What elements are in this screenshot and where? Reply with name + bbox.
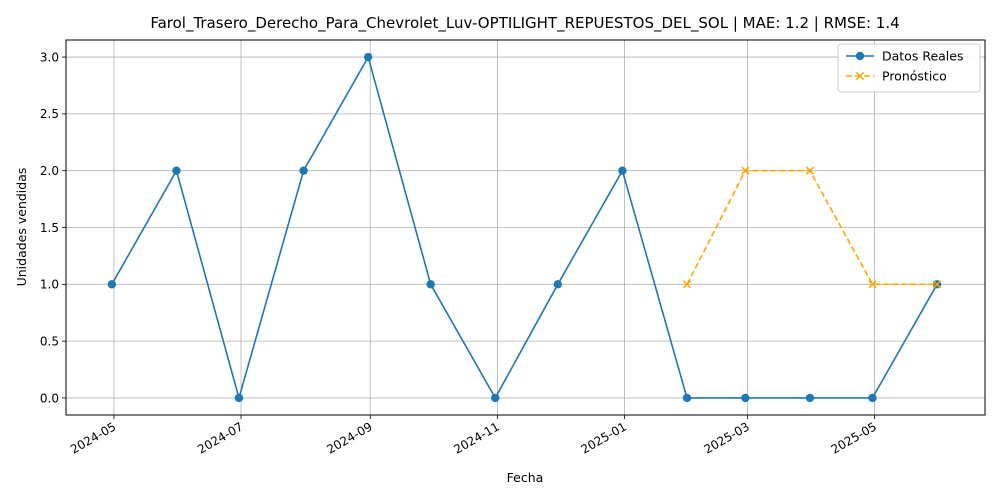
data-point [363,52,373,62]
y-tick-label: 2.5 [40,107,59,121]
y-tick-label: 1.5 [40,221,59,235]
x-tick-label: 2025-03 [702,419,752,456]
x-axis-label: Fecha [507,470,544,485]
data-point [868,393,877,403]
series-layer [107,52,942,403]
data-point [426,280,435,289]
forecast-point [868,280,877,289]
data-point [491,393,500,403]
x-axis-ticks: 2024-05 2024-07 2024-09 2024-11 2025-01 2025-… [68,415,879,457]
y-axis-ticks: 0.0 0.5 1.0 1.5 2.0 2.5 3.0 [40,50,66,405]
data-point [107,280,117,289]
y-tick-label: 1.0 [40,278,59,292]
x-tick-label: 2025-05 [829,419,879,456]
series-line-datos-reales [111,54,938,401]
forecast-point [932,280,942,289]
y-tick-label: 2.0 [40,164,59,178]
legend-x-marker [855,71,865,81]
x-tick-label: 2024-11 [451,419,501,456]
x-tick-label: 2024-07 [195,419,245,456]
legend-marker-real [855,51,865,61]
forecast-point [682,280,692,289]
forecast-point [741,166,750,175]
legend: Datos Reales Pronóstico [837,43,981,93]
legend-label-real: Datos Reales [882,49,963,64]
legend-entry-forecast: Pronóstico [846,69,947,84]
chart-title: Farol_Trasero_Derecho_Para_Chevrolet_Luv… [150,14,899,33]
legend-marker-forecast [855,71,865,81]
legend-label-forecast: Pronóstico [882,69,947,84]
y-tick-label: 0.0 [40,391,59,405]
y-tick-label: 0.5 [40,334,59,348]
x-tick-label: 2024-09 [324,419,374,456]
data-point [741,393,750,403]
y-tick-label: 3.0 [40,50,59,64]
grid-lines [66,40,985,415]
data-point [805,393,815,403]
legend-entry-real: Datos Reales [846,49,963,64]
series-pron-stico [682,166,942,289]
forecast-point [805,166,815,175]
data-point [234,393,244,403]
data-point [618,166,627,175]
data-point [682,393,692,403]
data-point [553,280,563,289]
y-axis-label: Unidades vendidas [14,168,29,287]
data-point [172,166,181,175]
data-point [299,166,308,175]
x-tick-label: 2024-05 [68,419,118,456]
x-tick-label: 2025-01 [579,419,629,456]
